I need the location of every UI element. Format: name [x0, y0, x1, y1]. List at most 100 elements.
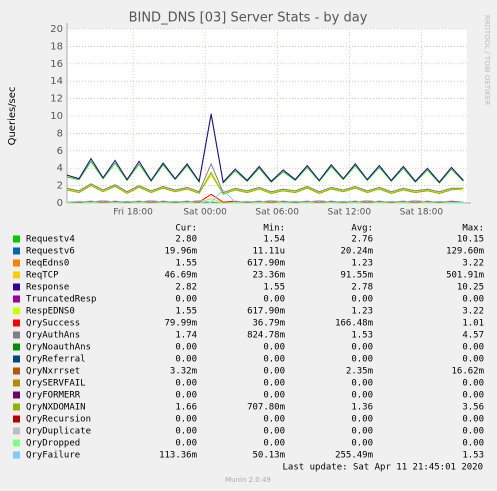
legend-label: RespEDNS0 [26, 307, 75, 317]
legend-swatch [13, 319, 20, 327]
legend-swatch [13, 403, 20, 411]
legend-value: 129.60m [446, 247, 484, 257]
legend-value: 0.00 [462, 427, 484, 437]
legend-swatch [13, 391, 20, 399]
legend-label: QrySERVFAIL [26, 379, 86, 389]
legend-value: 1.53 [351, 331, 373, 341]
legend-label: QryFailure [26, 451, 80, 461]
legend-value: 0.00 [462, 343, 484, 353]
legend-value: 707.80m [247, 403, 285, 413]
legend-swatch [13, 439, 20, 447]
legend-value: 3.22 [462, 307, 484, 317]
series-line [66, 162, 464, 194]
legend-value: 501.91m [446, 271, 484, 281]
legend-value: 10.15 [457, 235, 484, 245]
legend-value: 91.55m [340, 271, 373, 281]
legend-value: 0.00 [175, 379, 197, 389]
legend-label: QrySuccess [26, 319, 80, 329]
legend-label: QryRecursion [26, 415, 91, 425]
legend-swatch [13, 355, 20, 363]
series-line [66, 114, 464, 185]
legend-swatch [13, 271, 20, 279]
legend-value: 1.55 [175, 307, 197, 317]
legend-label: QryFORMERR [26, 391, 81, 401]
legend-value: 0.00 [462, 391, 484, 401]
legend-label: QryNXDOMAIN [26, 403, 86, 413]
legend-value: 3.56 [462, 403, 484, 413]
y-tick-label: 8 [57, 128, 63, 139]
legend-value: 0.00 [351, 295, 373, 305]
legend-value: 617.90m [247, 259, 285, 269]
x-tick-label: Sat 12:00 [328, 208, 372, 218]
legend-value: 2.82 [175, 283, 197, 293]
legend-label: Requestv4 [26, 235, 75, 245]
legend-swatch [13, 247, 20, 255]
legend-value: 46.69m [164, 271, 197, 281]
x-tick-label: Sat 00:00 [183, 208, 227, 218]
y-tick-label: 4 [57, 163, 63, 174]
legend-value: 0.00 [175, 391, 197, 401]
legend-label: Requestv6 [26, 247, 75, 257]
legend-value: 79.99m [164, 319, 197, 329]
legend-value: 0.00 [175, 355, 197, 365]
legend-swatch [13, 415, 20, 423]
x-tick-label: Sat 18:00 [400, 208, 444, 218]
legend-value: 824.78m [247, 331, 285, 341]
legend-value: 113.36m [159, 451, 197, 461]
legend-swatch [13, 331, 20, 339]
legend-value: 1.36 [351, 403, 373, 413]
legend-header: Max: [462, 224, 484, 234]
legend-value: 2.35m [346, 367, 373, 377]
series-line [66, 113, 464, 184]
legend-swatch [13, 343, 20, 351]
legend-value: 1.55 [263, 283, 285, 293]
legend-value: 1.54 [263, 235, 285, 245]
legend-value: 0.00 [263, 379, 285, 389]
legend-value: 10.25 [457, 283, 484, 293]
legend-value: 11.11u [252, 247, 285, 257]
legend-value: 3.22 [462, 259, 484, 269]
side-text: RRDTOOL / TOBI OETIKER [483, 15, 491, 105]
legend-label: QryNxrrset [26, 367, 80, 377]
legend-value: 0.00 [263, 295, 285, 305]
y-tick-label: 2 [57, 181, 63, 192]
legend-value: 0.00 [462, 439, 484, 449]
legend-header: Avg: [351, 224, 373, 234]
legend-value: 0.00 [263, 343, 285, 353]
x-tick-label: Sat 06:00 [255, 208, 299, 218]
legend-label: QryNoauthAns [26, 343, 91, 353]
legend-swatch [13, 427, 20, 435]
x-tick-label: Fri 18:00 [113, 208, 153, 218]
legend-value: 0.00 [351, 439, 373, 449]
legend-label: TruncatedResp [26, 295, 96, 305]
legend-value: 0.00 [351, 427, 373, 437]
legend-label: QryDuplicate [26, 427, 91, 437]
legend-value: 0.00 [351, 391, 373, 401]
legend-value: 1.66 [175, 403, 197, 413]
series-line [67, 198, 464, 204]
y-axis-label: Queries/sec [7, 87, 18, 146]
legend-value: 255.49m [335, 451, 373, 461]
footer: Last update: Sat Apr 11 21:45:01 2020 [283, 463, 483, 473]
legend-swatch [13, 379, 20, 387]
chart-title: BIND_DNS [03] Server Stats - by day [129, 11, 368, 26]
series-line [66, 174, 464, 195]
legend-value: 2.80 [175, 235, 197, 245]
legend-value: 2.76 [351, 235, 373, 245]
legend-value: 0.00 [175, 415, 197, 425]
legend-header: Cur: [175, 224, 197, 234]
legend-label: QryDropped [26, 439, 80, 449]
y-tick-label: 20 [50, 24, 63, 35]
legend-value: 0.00 [263, 355, 285, 365]
legend-value: 0.00 [351, 415, 373, 425]
legend-value: 4.57 [462, 331, 484, 341]
legend-swatch [13, 259, 20, 267]
legend-value: 0.00 [462, 415, 484, 425]
legend-value: 0.00 [175, 343, 197, 353]
y-tick-label: 14 [50, 76, 63, 87]
y-tick-label: 10 [50, 111, 63, 122]
legend-value: 16.62m [451, 367, 484, 377]
legend-value: 0.00 [175, 439, 197, 449]
legend-header: Min: [263, 224, 285, 234]
legend-value: 2.78 [351, 283, 373, 293]
